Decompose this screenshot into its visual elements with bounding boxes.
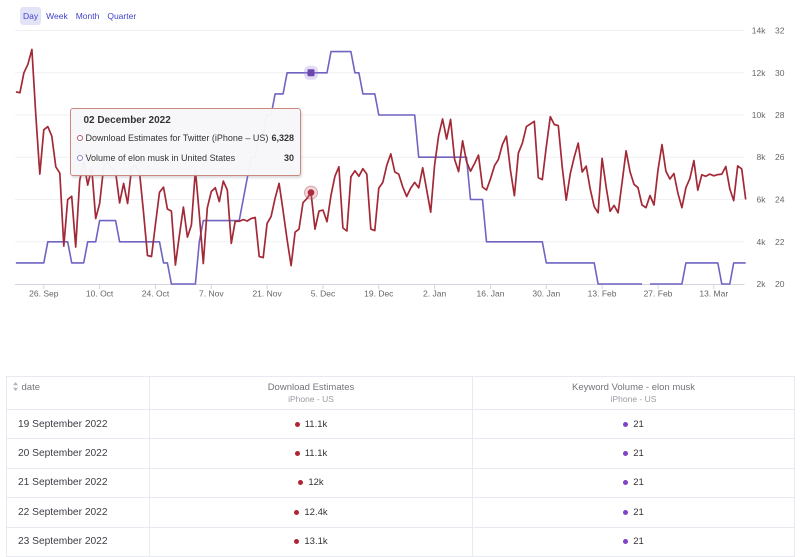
svg-text:26: 26 xyxy=(775,152,785,162)
svg-text:10k: 10k xyxy=(752,110,766,120)
svg-text:2. Jan: 2. Jan xyxy=(423,289,446,299)
svg-text:20: 20 xyxy=(775,279,785,289)
svg-text:12k: 12k xyxy=(752,68,766,78)
svg-text:28: 28 xyxy=(775,110,785,120)
svg-text:13. Mar: 13. Mar xyxy=(699,289,728,299)
svg-text:30: 30 xyxy=(775,68,785,78)
svg-text:19. Dec: 19. Dec xyxy=(364,289,394,299)
svg-text:7. Nov: 7. Nov xyxy=(199,289,224,299)
svg-text:24. Oct: 24. Oct xyxy=(142,289,170,299)
svg-text:6k: 6k xyxy=(757,195,767,205)
svg-text:22: 22 xyxy=(775,237,785,247)
svg-text:32: 32 xyxy=(775,26,785,36)
svg-text:10. Oct: 10. Oct xyxy=(86,289,114,299)
svg-text:14k: 14k xyxy=(752,26,766,36)
svg-text:27. Feb: 27. Feb xyxy=(644,289,673,299)
svg-text:2k: 2k xyxy=(757,279,767,289)
svg-text:26. Sep: 26. Sep xyxy=(29,289,59,299)
svg-text:5. Dec: 5. Dec xyxy=(311,289,336,299)
svg-text:8k: 8k xyxy=(757,152,767,162)
svg-text:16. Jan: 16. Jan xyxy=(477,289,505,299)
svg-text:13. Feb: 13. Feb xyxy=(588,289,617,299)
svg-text:24: 24 xyxy=(775,195,785,205)
svg-text:4k: 4k xyxy=(757,237,767,247)
svg-text:30. Jan: 30. Jan xyxy=(532,289,560,299)
svg-text:21. Nov: 21. Nov xyxy=(252,289,282,299)
